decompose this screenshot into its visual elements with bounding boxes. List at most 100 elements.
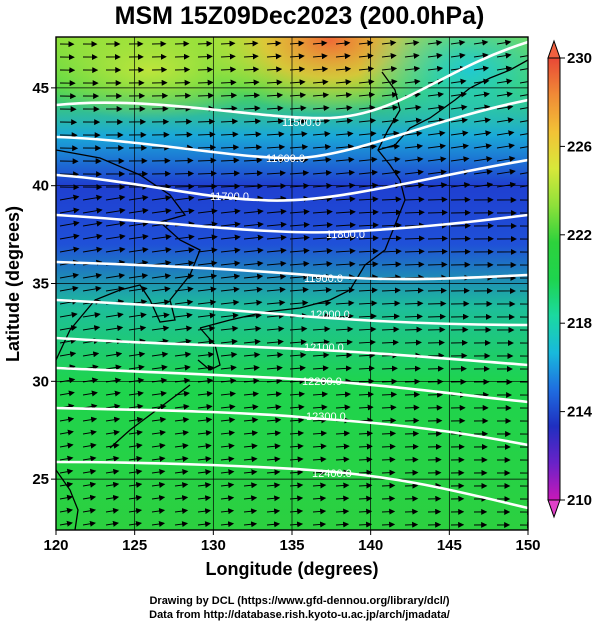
wind-arrow [266, 378, 283, 385]
wind-arrow [496, 78, 513, 85]
wind-arrow [243, 144, 263, 151]
wind-arrow [59, 520, 73, 527]
wind-arrow [312, 287, 332, 294]
wind-arrow [266, 131, 285, 138]
wind-arrow [312, 221, 333, 228]
wind-arrow [381, 300, 401, 307]
wind-arrow [243, 456, 258, 463]
wind-arrow [82, 468, 97, 475]
wind-arrow [243, 391, 260, 398]
x-axis: 120 125 130 135 140 145 150 [43, 530, 541, 554]
wind-arrow [312, 456, 327, 463]
wind-arrow [404, 39, 420, 46]
wind-arrow [197, 364, 214, 371]
wind-arrow [358, 91, 376, 98]
wind-arrow [220, 521, 235, 528]
wind-arrow [220, 377, 237, 384]
wind-arrow [128, 481, 143, 488]
wind-arrow [289, 430, 305, 437]
wind-arrow [197, 338, 215, 345]
coast-hokkaido-sakhalin [377, 59, 528, 151]
wind-arrow [82, 429, 97, 436]
wind-arrow [335, 182, 356, 189]
wind-arrow [473, 117, 491, 124]
contour-11700 [56, 158, 528, 202]
wind-arrow [450, 143, 470, 150]
wind-arrow [266, 144, 286, 151]
wind-arrow [335, 79, 352, 86]
wind-arrow [312, 40, 328, 47]
wind-arrow [381, 430, 397, 437]
wind-arrow [266, 221, 287, 228]
wind-arrow [266, 521, 281, 528]
wind-arrow [59, 390, 75, 397]
wind-arrow [381, 40, 397, 47]
wind-arrow [266, 53, 282, 60]
colorbar-tick-label: 210 [567, 492, 592, 509]
colorbar: 230 226 222 218 214 210 [547, 39, 593, 519]
wind-arrow [404, 52, 420, 59]
wind-arrow [82, 442, 97, 449]
wind-arrow [358, 365, 375, 372]
wind-arrow [151, 403, 167, 410]
wind-arrow [197, 508, 212, 515]
y-tick-label: 45 [32, 80, 49, 97]
wind-arrow [128, 390, 144, 397]
wind-arrow [197, 40, 213, 47]
wind-arrow [312, 247, 333, 254]
wind-arrow [151, 521, 166, 527]
wind-arrow [289, 482, 304, 489]
wind-arrow [266, 286, 286, 293]
wind-arrow [59, 325, 78, 331]
wind-arrow [335, 156, 355, 163]
wind-arrow [381, 53, 397, 59]
wind-arrow [266, 170, 287, 177]
wind-arrow [381, 339, 399, 346]
wind-arrow [220, 260, 241, 267]
wind-arrow [197, 312, 216, 319]
wind-arrow [128, 220, 149, 227]
wind-arrow [312, 508, 327, 515]
wind-arrow [335, 287, 355, 294]
wind-arrow [174, 403, 190, 410]
wind-arrow [197, 183, 218, 190]
wind-arrow [105, 207, 126, 214]
wind-arrow [128, 364, 145, 371]
wind-arrow [151, 234, 172, 241]
wind-arrow [312, 195, 333, 202]
wind-arrow [335, 326, 354, 333]
wind-arrow [197, 157, 217, 164]
wind-arrow [220, 40, 236, 47]
wind-arrow [128, 455, 143, 462]
wind-arrow [174, 521, 189, 528]
wind-arrow [105, 272, 126, 279]
wind-arrow [289, 118, 308, 125]
wind-arrow [358, 456, 373, 463]
contour-label: 11900.0 [304, 273, 343, 285]
wind-arrow [404, 248, 425, 255]
wind-arrow [59, 311, 78, 318]
wind-arrow [243, 170, 264, 177]
wind-arrow [59, 416, 75, 423]
colorbar-bottom-triangle [547, 499, 561, 519]
wind-arrow [496, 65, 513, 72]
wind-arrow [197, 92, 215, 99]
wind-arrow [289, 352, 307, 359]
wind-arrow [473, 65, 490, 72]
wind-arrow [82, 246, 103, 253]
wind-arrow [151, 377, 168, 384]
wind-arrow [105, 377, 122, 384]
contour-12400 [56, 460, 528, 510]
wind-arrow [151, 416, 167, 423]
wind-arrow [197, 131, 216, 138]
wind-arrow [358, 521, 373, 528]
contour-label: 11800.0 [326, 229, 365, 241]
wind-arrow [197, 430, 212, 437]
wind-arrow [358, 209, 379, 216]
wind-arrow [128, 442, 143, 449]
wind-arrow [197, 234, 218, 241]
wind-arrow [197, 469, 212, 476]
contour-12200 [56, 366, 528, 404]
wind-arrow [335, 339, 353, 346]
